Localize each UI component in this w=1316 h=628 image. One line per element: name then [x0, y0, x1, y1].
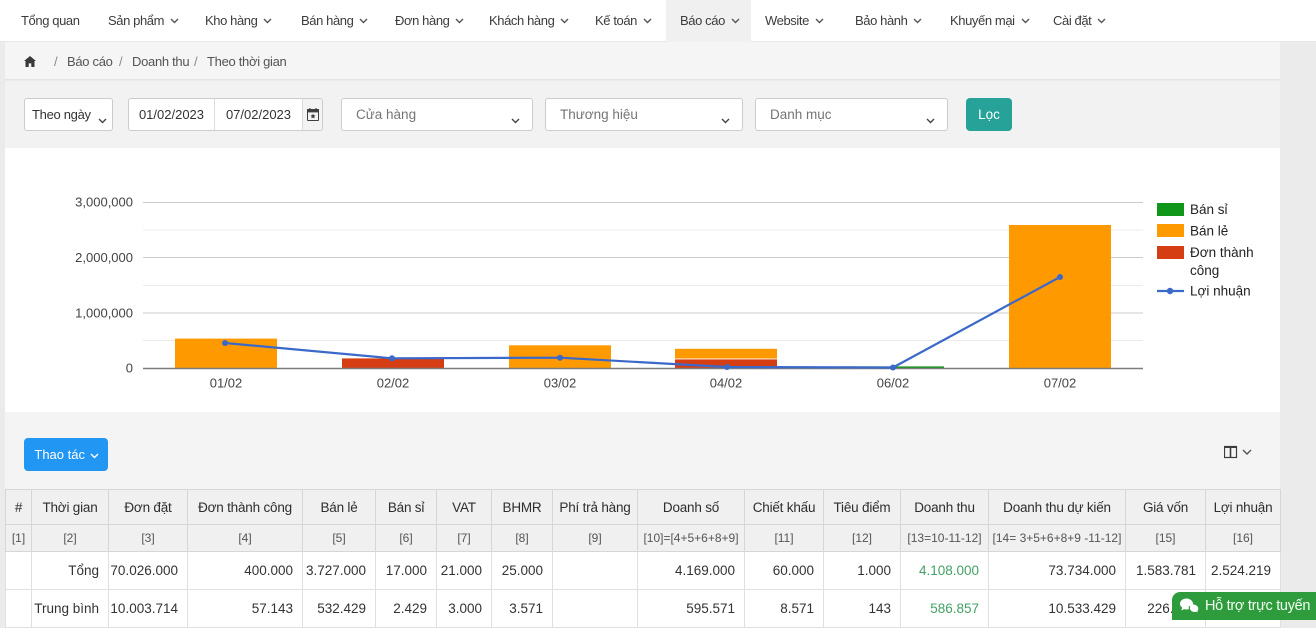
svg-text:02/02: 02/02 [377, 376, 410, 391]
svg-text:Bán sỉ: Bán sỉ [1190, 202, 1228, 217]
svg-text:06/02: 06/02 [877, 376, 910, 391]
svg-text:Lợi nhuận: Lợi nhuận [1190, 284, 1251, 299]
svg-text:03/02: 03/02 [544, 376, 577, 391]
svg-text:1,000,000: 1,000,000 [75, 306, 133, 321]
svg-text:0: 0 [126, 361, 133, 376]
svg-text:3,000,000: 3,000,000 [75, 195, 133, 210]
svg-text:công: công [1190, 263, 1219, 278]
svg-text:01/02: 01/02 [210, 376, 243, 391]
svg-text:04/02: 04/02 [710, 376, 743, 391]
svg-text:07/02: 07/02 [1044, 376, 1077, 391]
svg-text:Đơn thành: Đơn thành [1190, 245, 1254, 260]
svg-text:2,000,000: 2,000,000 [75, 250, 133, 265]
svg-text:Bán lẻ: Bán lẻ [1190, 224, 1228, 239]
